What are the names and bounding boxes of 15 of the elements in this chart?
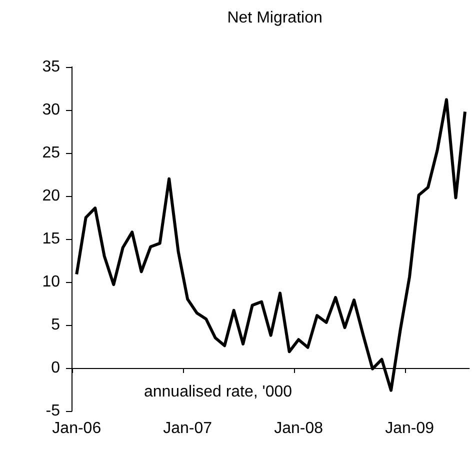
x-tick-label: Jan-07 <box>163 420 212 438</box>
annotation: annualised rate, '000 <box>144 383 292 400</box>
y-tick-label: 0 <box>51 359 60 376</box>
chart-title: Net Migration <box>227 9 322 26</box>
x-tick-label: Jan-08 <box>274 420 324 438</box>
y-tick-label: 20 <box>42 187 60 204</box>
y-tick-label: 15 <box>42 230 60 248</box>
y-tick-label: 25 <box>42 144 60 162</box>
y-tick-label: -5 <box>46 402 60 420</box>
x-tick-label: Jan-09 <box>385 420 434 438</box>
x-tick-label: Jan-06 <box>52 420 102 438</box>
y-tick-label: 5 <box>51 316 60 334</box>
y-tick-label: 30 <box>42 101 60 118</box>
y-tick-label: 10 <box>42 273 60 290</box>
y-tick-label: 35 <box>42 58 60 76</box>
